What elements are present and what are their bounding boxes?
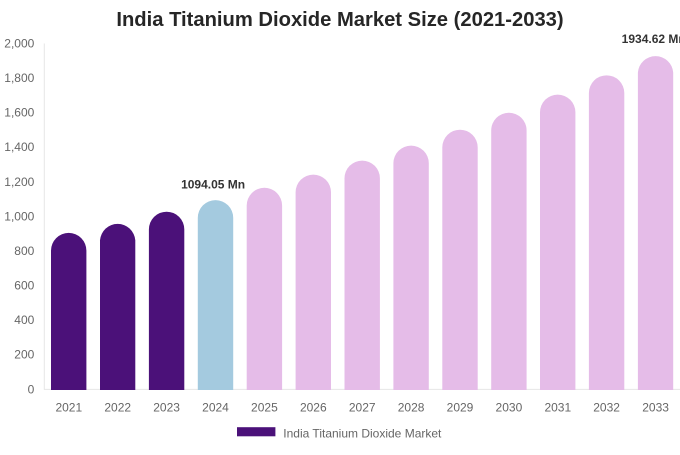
svg-text:2028: 2028 [398,400,425,414]
svg-text:2030: 2030 [496,400,523,414]
svg-text:800: 800 [14,244,34,258]
svg-text:1,400: 1,400 [4,140,34,154]
svg-text:2,000: 2,000 [4,37,34,51]
svg-text:1,000: 1,000 [4,209,34,223]
svg-text:2021: 2021 [55,400,82,414]
svg-text:2025: 2025 [251,400,278,414]
svg-text:India Titanium Dioxide Market: India Titanium Dioxide Market [283,426,442,440]
svg-text:1,800: 1,800 [4,71,34,85]
svg-text:2032: 2032 [593,400,620,414]
svg-text:2031: 2031 [544,400,571,414]
svg-text:2026: 2026 [300,400,327,414]
svg-text:2024: 2024 [202,400,229,414]
svg-text:2027: 2027 [349,400,376,414]
svg-text:1,600: 1,600 [4,106,34,120]
svg-text:200: 200 [14,348,34,362]
svg-text:2022: 2022 [104,400,131,414]
svg-text:2029: 2029 [447,400,474,414]
svg-text:2033: 2033 [642,400,669,414]
svg-text:1934.62 Mn: 1934.62 Mn [622,32,680,46]
svg-text:400: 400 [14,313,34,327]
svg-text:India Titanium Dioxide Market: India Titanium Dioxide Market Size (2021… [116,9,563,31]
svg-text:600: 600 [14,279,34,293]
svg-text:1,200: 1,200 [4,175,34,189]
svg-text:2023: 2023 [153,400,180,414]
svg-text:1094.05 Mn: 1094.05 Mn [181,177,245,191]
svg-text:0: 0 [28,382,35,396]
